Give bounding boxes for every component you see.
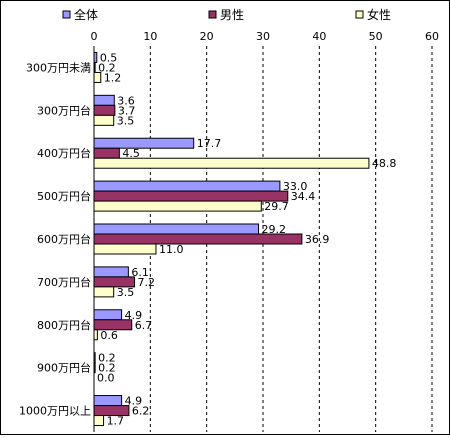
data-label: 1.7	[107, 415, 125, 428]
data-label: 17.7	[197, 137, 222, 150]
bar	[93, 395, 123, 407]
data-label: 6.7	[135, 319, 153, 332]
data-label: 36.9	[305, 233, 330, 246]
data-label: 34.4	[291, 190, 316, 203]
bar	[93, 114, 115, 126]
category-label: 900万円台	[37, 361, 91, 375]
data-label: 3.5	[117, 286, 135, 299]
data-label: 0.0	[97, 372, 115, 385]
x-tick-label: 60	[425, 30, 439, 43]
x-tick-label: 40	[312, 30, 326, 43]
data-label: 4.5	[122, 147, 140, 160]
data-label: 6.2	[132, 405, 150, 418]
bar	[93, 286, 115, 298]
bar	[93, 223, 259, 235]
data-label: 29.2	[261, 223, 286, 236]
data-label: 3.7	[118, 104, 135, 117]
bar	[93, 243, 157, 255]
legend-label-3: 女性	[367, 7, 391, 22]
bar	[93, 180, 281, 192]
category-label: 600万円台	[37, 232, 91, 246]
category-label: 700万円台	[37, 275, 91, 289]
data-label: 4.9	[125, 395, 143, 408]
data-label: 7.2	[138, 276, 156, 289]
legend-label-2: 男性	[220, 8, 244, 22]
legend-swatch-1	[62, 10, 71, 19]
data-label: 3.5	[117, 114, 135, 127]
x-axis-ticks: 0 10 20 30 40 50 60	[91, 30, 440, 43]
bar	[93, 94, 115, 106]
data-label: 0.5	[100, 51, 118, 64]
data-labels: 0.50.21.23.63.73.517.74.548.833.034.429.…	[97, 51, 396, 427]
legend-swatch-3	[355, 10, 364, 19]
x-tick-label: 20	[200, 30, 214, 43]
x-tick-label: 0	[91, 30, 98, 43]
legend-label-1: 全体	[74, 7, 98, 22]
data-label: 3.6	[117, 94, 135, 107]
bar	[93, 266, 129, 278]
data-label: 1.2	[104, 71, 122, 84]
data-label: 0.2	[98, 61, 116, 74]
data-label: 0.6	[100, 329, 118, 342]
legend: 全体 男性 女性	[62, 7, 391, 22]
bar	[93, 415, 105, 427]
bar	[93, 200, 262, 212]
bar	[93, 190, 289, 202]
bar	[93, 309, 123, 321]
x-tick-label: 50	[369, 30, 383, 43]
category-labels: 300万円未満 300万円台 400万円台 500万円台 600万円台 700万円台 800…	[19, 61, 91, 417]
data-label: 11.0	[159, 243, 184, 256]
bar	[93, 147, 120, 159]
category-label: 300万円台	[37, 103, 91, 117]
category-label: 300万円未満	[26, 61, 91, 74]
data-label: 0.2	[98, 362, 116, 375]
category-label: 400万円台	[37, 146, 91, 160]
bar	[93, 329, 98, 341]
x-tick-label: 30	[256, 30, 270, 43]
data-label: 29.7	[264, 200, 289, 213]
data-label: 6.1	[131, 266, 149, 279]
legend-swatch-2	[208, 10, 217, 19]
bar	[93, 104, 116, 116]
bar	[93, 137, 195, 149]
x-tick-label: 10	[143, 30, 157, 43]
data-label: 33.0	[283, 180, 308, 193]
category-label: 800万円台	[37, 318, 91, 332]
data-label: 0.2	[98, 352, 116, 365]
category-label: 1000万円以上	[19, 405, 91, 418]
data-label: 48.8	[372, 157, 397, 170]
data-label: 4.9	[125, 309, 143, 322]
category-label: 500万円台	[37, 189, 91, 203]
